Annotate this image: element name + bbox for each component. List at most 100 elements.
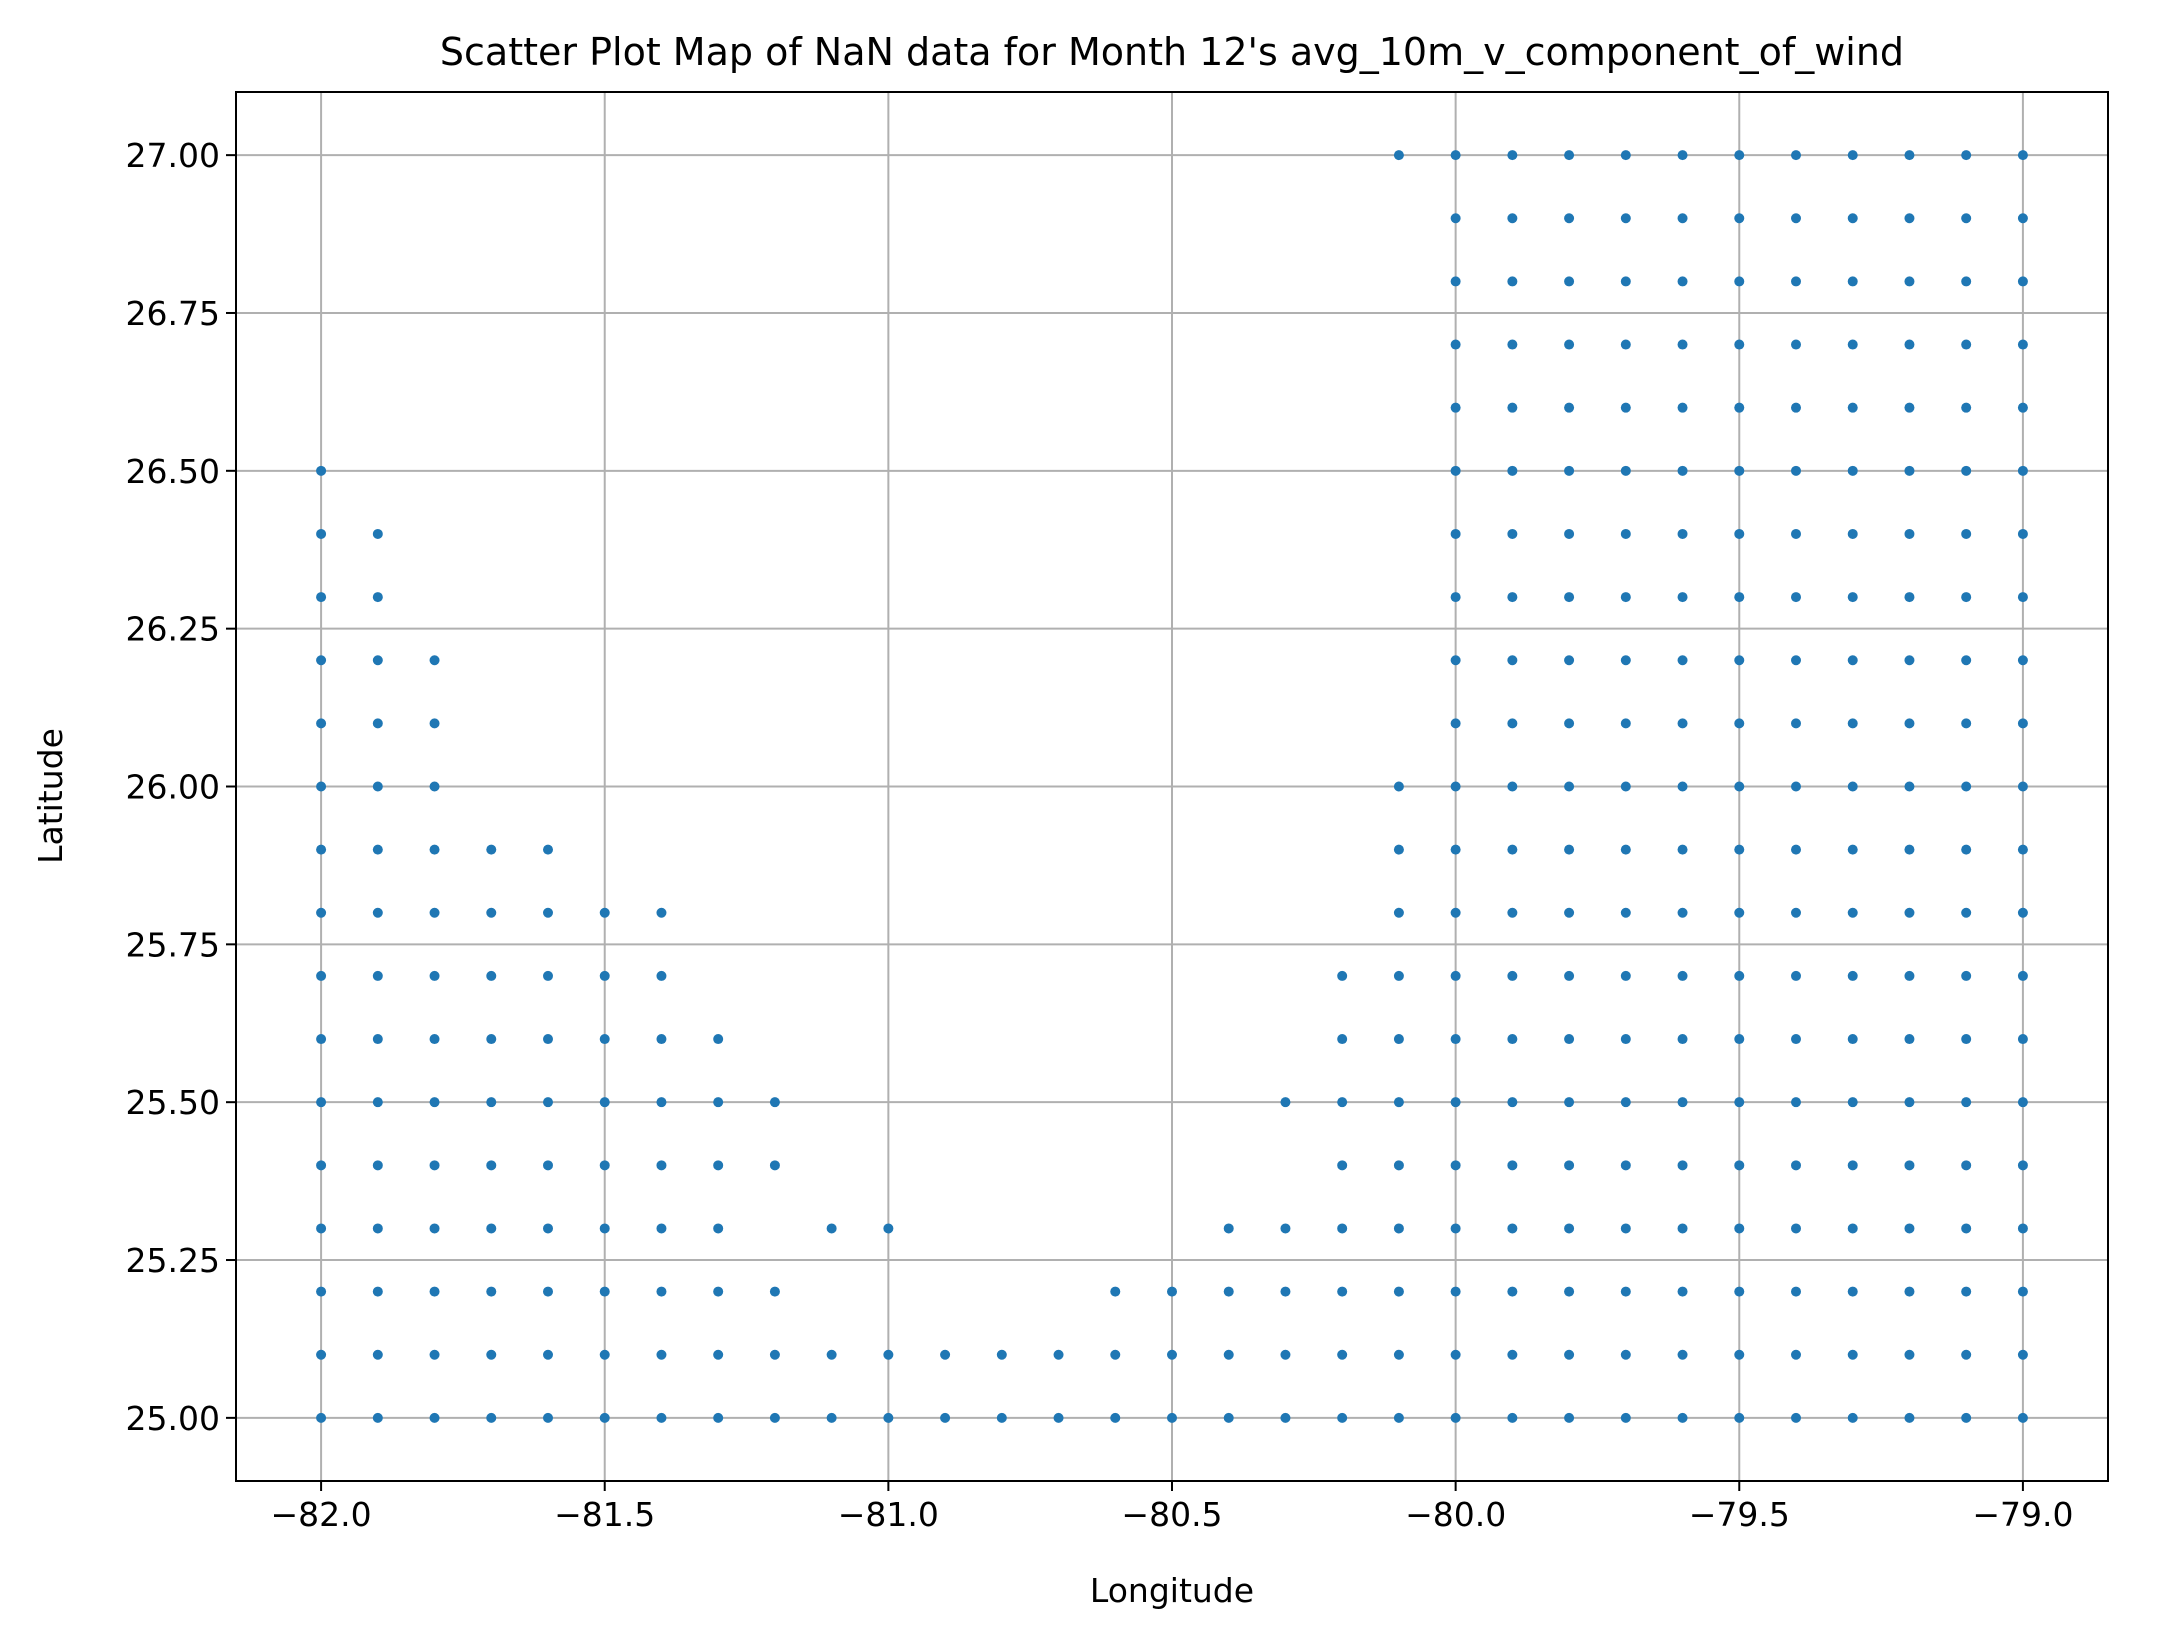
y-tick-label: 27.00 bbox=[126, 136, 220, 175]
data-point bbox=[1564, 592, 1575, 603]
data-point bbox=[1847, 1349, 1858, 1360]
data-point bbox=[1847, 276, 1858, 287]
data-point bbox=[429, 1412, 440, 1423]
data-point bbox=[713, 1034, 724, 1045]
data-point bbox=[429, 970, 440, 981]
data-point bbox=[1450, 339, 1461, 350]
data-point bbox=[1791, 781, 1801, 792]
data-point bbox=[1507, 1034, 1518, 1045]
data-point bbox=[1620, 655, 1631, 666]
data-point bbox=[1961, 339, 1972, 350]
y-tick-label: 25.75 bbox=[126, 925, 220, 964]
data-point bbox=[2017, 1160, 2028, 1171]
data-point bbox=[1961, 150, 1972, 161]
data-point bbox=[1677, 1034, 1688, 1045]
data-point bbox=[316, 465, 327, 476]
data-point bbox=[429, 1160, 440, 1171]
data-point bbox=[1337, 1097, 1348, 1108]
data-point bbox=[1961, 213, 1972, 224]
data-point bbox=[1507, 844, 1518, 855]
data-point bbox=[1961, 1412, 1972, 1423]
data-point bbox=[1450, 1286, 1461, 1297]
data-point bbox=[1847, 1160, 1858, 1171]
data-point bbox=[1337, 1034, 1348, 1045]
data-point bbox=[1904, 1286, 1915, 1297]
data-point bbox=[1791, 213, 1801, 224]
data-point bbox=[1791, 465, 1801, 476]
data-point bbox=[1847, 465, 1858, 476]
data-point bbox=[1564, 150, 1575, 161]
data-point bbox=[1564, 528, 1575, 539]
data-point bbox=[1450, 1034, 1461, 1045]
data-point bbox=[316, 1223, 327, 1234]
data-point bbox=[1620, 1034, 1631, 1045]
data-point bbox=[543, 844, 553, 855]
data-point bbox=[1677, 276, 1688, 287]
data-point bbox=[1961, 844, 1972, 855]
data-point bbox=[1847, 844, 1858, 855]
data-point bbox=[1847, 528, 1858, 539]
data-point bbox=[316, 844, 327, 855]
data-point bbox=[1564, 1349, 1575, 1360]
data-point bbox=[1450, 1160, 1461, 1171]
x-tick-label: −79.0 bbox=[1972, 1495, 2073, 1534]
data-point bbox=[1791, 150, 1801, 161]
data-point bbox=[1904, 1412, 1915, 1423]
data-point bbox=[1053, 1412, 1064, 1423]
data-point bbox=[1961, 1223, 1972, 1234]
data-point bbox=[1847, 1097, 1858, 1108]
x-tick-label: −80.0 bbox=[1405, 1495, 1506, 1534]
data-point bbox=[599, 970, 610, 981]
data-point bbox=[1507, 402, 1518, 413]
data-point bbox=[656, 1223, 667, 1234]
data-point bbox=[1847, 592, 1858, 603]
data-point bbox=[1564, 339, 1575, 350]
data-point bbox=[372, 1349, 383, 1360]
data-point bbox=[1450, 844, 1461, 855]
data-point bbox=[1677, 1160, 1688, 1171]
data-point bbox=[1847, 907, 1858, 918]
data-point bbox=[1110, 1349, 1121, 1360]
data-point bbox=[1564, 1286, 1575, 1297]
data-point bbox=[1677, 213, 1688, 224]
data-point bbox=[429, 1097, 440, 1108]
data-point bbox=[1677, 402, 1688, 413]
y-tick-label: 26.25 bbox=[126, 610, 220, 649]
data-point bbox=[1791, 592, 1801, 603]
data-point bbox=[1507, 276, 1518, 287]
data-point bbox=[1507, 592, 1518, 603]
data-point bbox=[2017, 592, 2028, 603]
data-point bbox=[486, 1097, 497, 1108]
data-point bbox=[1904, 907, 1915, 918]
data-point bbox=[429, 907, 440, 918]
data-point bbox=[1507, 150, 1518, 161]
data-point bbox=[1450, 592, 1461, 603]
data-point bbox=[1620, 592, 1631, 603]
data-points bbox=[316, 150, 2028, 1423]
data-point bbox=[1791, 844, 1801, 855]
data-point bbox=[2017, 1286, 2028, 1297]
data-point bbox=[1620, 1160, 1631, 1171]
data-point bbox=[543, 1286, 553, 1297]
x-axis-ticks: −82.0 −81.5 −81.0 −80.5 −80.0 −79.5 −79.0 bbox=[271, 1481, 2073, 1534]
data-point bbox=[1904, 1097, 1915, 1108]
data-point bbox=[769, 1160, 780, 1171]
data-point bbox=[1734, 1160, 1745, 1171]
data-point bbox=[599, 1412, 610, 1423]
data-point bbox=[1904, 339, 1915, 350]
data-point bbox=[1734, 528, 1745, 539]
data-point bbox=[429, 1286, 440, 1297]
data-point bbox=[1620, 1223, 1631, 1234]
data-point bbox=[1791, 402, 1801, 413]
data-point bbox=[1904, 1160, 1915, 1171]
data-point bbox=[1223, 1349, 1234, 1360]
data-point bbox=[2017, 276, 2028, 287]
data-point bbox=[2017, 213, 2028, 224]
data-point bbox=[1507, 213, 1518, 224]
x-axis-label: Longitude bbox=[1090, 1571, 1254, 1610]
data-point bbox=[1961, 592, 1972, 603]
data-point bbox=[1223, 1223, 1234, 1234]
data-point bbox=[1791, 718, 1801, 729]
data-point bbox=[1393, 1160, 1404, 1171]
